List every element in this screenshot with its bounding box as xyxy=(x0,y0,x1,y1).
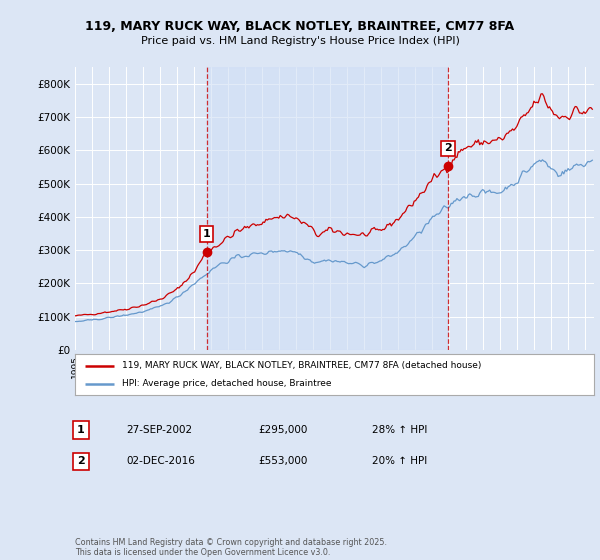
Text: 2: 2 xyxy=(444,143,452,153)
Text: 119, MARY RUCK WAY, BLACK NOTLEY, BRAINTREE, CM77 8FA (detached house): 119, MARY RUCK WAY, BLACK NOTLEY, BRAINT… xyxy=(122,361,481,370)
Text: 02-DEC-2016: 02-DEC-2016 xyxy=(126,456,195,466)
Text: 1: 1 xyxy=(77,425,85,435)
Text: 1: 1 xyxy=(203,229,211,239)
Text: £553,000: £553,000 xyxy=(258,456,307,466)
Text: HPI: Average price, detached house, Braintree: HPI: Average price, detached house, Brai… xyxy=(122,379,331,388)
Text: 20% ↑ HPI: 20% ↑ HPI xyxy=(372,456,427,466)
Text: 119, MARY RUCK WAY, BLACK NOTLEY, BRAINTREE, CM77 8FA: 119, MARY RUCK WAY, BLACK NOTLEY, BRAINT… xyxy=(85,20,515,32)
Text: Contains HM Land Registry data © Crown copyright and database right 2025.
This d: Contains HM Land Registry data © Crown c… xyxy=(75,538,387,557)
Text: 2: 2 xyxy=(77,456,85,466)
Text: Price paid vs. HM Land Registry's House Price Index (HPI): Price paid vs. HM Land Registry's House … xyxy=(140,36,460,46)
Text: 28% ↑ HPI: 28% ↑ HPI xyxy=(372,425,427,435)
Bar xyxy=(207,67,448,350)
Text: 27-SEP-2002: 27-SEP-2002 xyxy=(126,425,192,435)
Text: £295,000: £295,000 xyxy=(258,425,307,435)
